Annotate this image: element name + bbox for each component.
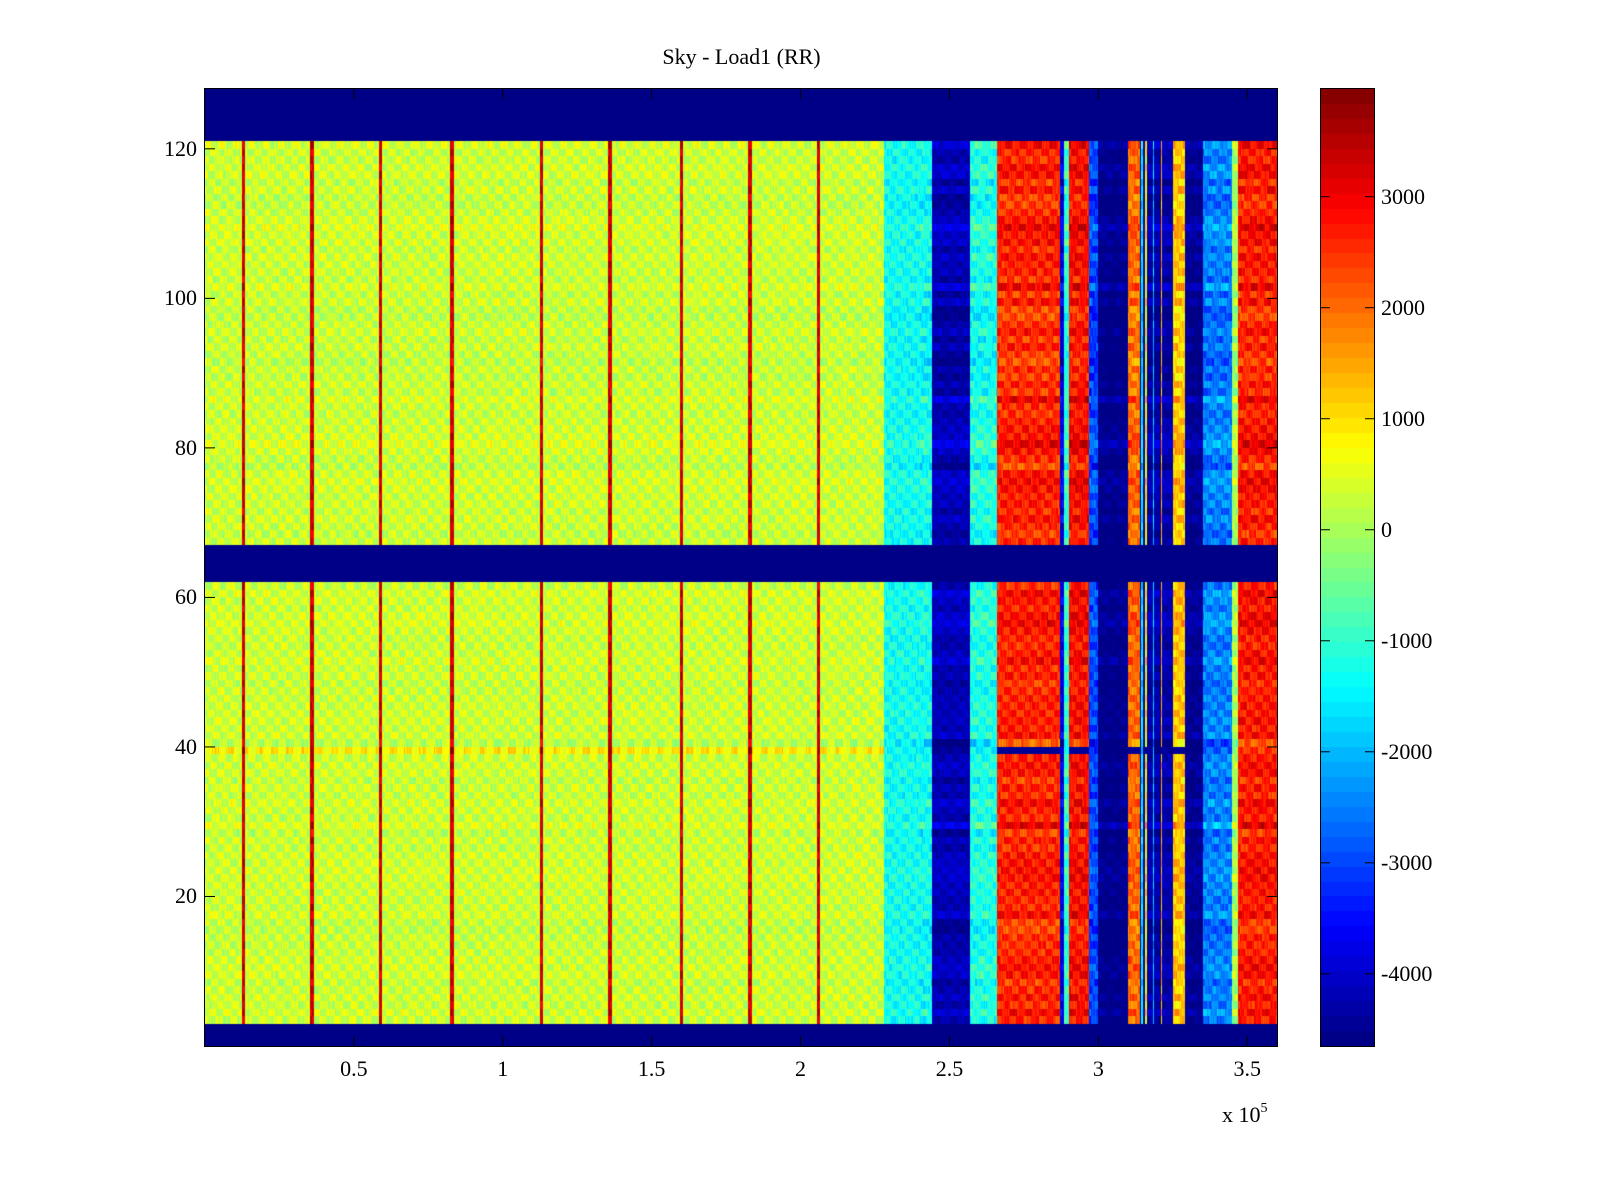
y-tick-label: 100	[164, 285, 197, 311]
y-tick-label: 120	[164, 135, 197, 161]
x-tick-label: 2	[795, 1056, 807, 1081]
x-tick-label: 3.5	[1233, 1056, 1261, 1081]
x-tick-label: 3	[1092, 1056, 1104, 1081]
y-tick-label: 20	[175, 883, 197, 909]
x-tick-label: 1	[497, 1056, 509, 1081]
y-tick-label: 40	[175, 733, 197, 759]
colorbar-tick-label: -3000	[1381, 849, 1433, 875]
colorbar	[1321, 89, 1374, 1046]
heatmap-image	[205, 89, 1277, 1046]
colorbar-tick-label: 0	[1381, 516, 1392, 542]
colorbar-tick-label: -4000	[1381, 960, 1433, 986]
x-tick-label: 2.5	[935, 1056, 964, 1081]
x-multiplier-base: x 10	[1222, 1102, 1261, 1127]
x-axis-multiplier: x 105	[1222, 1100, 1268, 1128]
x-multiplier-exponent: 5	[1260, 1100, 1268, 1116]
colorbar-frame	[1320, 88, 1375, 1047]
colorbar-tick-label: -1000	[1381, 627, 1433, 653]
colorbar-tick-label: 1000	[1381, 405, 1425, 431]
y-tick-label: 60	[175, 584, 197, 610]
x-tick-label: 1.5	[637, 1056, 666, 1081]
colorbar-tick-label: 2000	[1381, 294, 1425, 320]
y-tick-label: 80	[175, 434, 197, 460]
colorbar-tick-label: 3000	[1381, 183, 1425, 209]
x-tick-label: 0.5	[340, 1056, 368, 1081]
colorbar-tick-label: -2000	[1381, 738, 1433, 764]
chart-title: Sky - Load1 (RR)	[662, 44, 821, 69]
plot-area	[204, 88, 1278, 1047]
